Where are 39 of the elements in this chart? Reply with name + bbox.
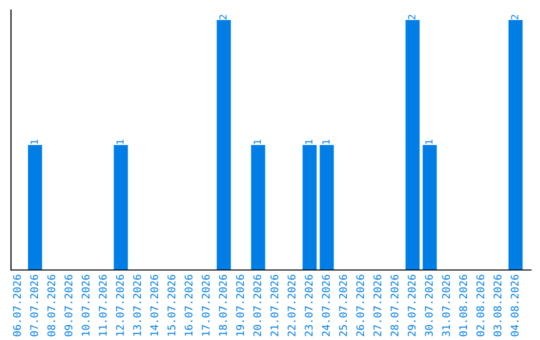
- x-tick-label: 15.07.2026: [167, 274, 176, 336]
- x-tick-label: 23.07.2026: [304, 274, 313, 336]
- x-tick-label: 07.07.2026: [30, 274, 38, 336]
- x-tick-label: 09.07.2026: [64, 274, 72, 336]
- x-tick-label: 24.07.2026: [322, 274, 330, 336]
- x-tick-label: 25.07.2026: [339, 274, 347, 336]
- data-label: 1: [425, 140, 432, 144]
- x-tick-label: 01.08.2026: [459, 274, 468, 336]
- x-tick-label: 12.07.2026: [116, 274, 124, 336]
- x-tick-label: 16.07.2026: [184, 274, 193, 336]
- x-tick-label: 02.08.2026: [476, 274, 484, 336]
- x-tick-label: 03.08.2026: [494, 274, 502, 336]
- x-tick-label: 14.07.2026: [150, 274, 158, 336]
- data-label: 2: [219, 14, 227, 20]
- data-label: 1: [254, 140, 261, 144]
- x-tick-label: 13.07.2026: [133, 274, 142, 336]
- x-tick-label: 29.07.2026: [408, 274, 416, 336]
- data-label: 1: [322, 140, 330, 144]
- x-tick-label: 26.07.2026: [356, 274, 364, 336]
- x-tick-label: 22.07.2026: [288, 274, 296, 336]
- x-tick-label: 19.07.2026: [236, 274, 244, 336]
- data-label: 1: [305, 140, 312, 144]
- x-tick-label: 04.08.2026: [510, 274, 519, 336]
- x-tick-label: 27.07.2026: [373, 274, 382, 336]
- data-label: 2: [511, 14, 518, 20]
- x-tick-label: 10.07.2026: [82, 274, 90, 336]
- x-tick-label: 28.07.2026: [390, 274, 398, 336]
- x-tick-label: 06.07.2026: [13, 274, 21, 336]
- data-label: 1: [116, 140, 124, 144]
- x-tick-label: 30.07.2026: [424, 274, 433, 336]
- x-tick-label: 20.07.2026: [253, 274, 262, 336]
- data-label: 2: [408, 14, 416, 20]
- x-tick-label: 31.07.2026: [442, 274, 450, 336]
- x-tick-label: 11.07.2026: [98, 274, 107, 336]
- x-tick-label: 21.07.2026: [270, 274, 278, 336]
- data-label: 1: [30, 140, 38, 144]
- x-tick-label: 17.07.2026: [202, 274, 210, 336]
- x-tick-label: 08.07.2026: [47, 274, 56, 336]
- x-tick-label: 18.07.2026: [218, 274, 227, 336]
